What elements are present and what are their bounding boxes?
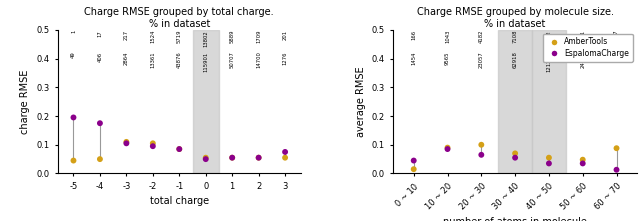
Point: [68, 116, 79, 119]
Title: Charge RMSE grouped by total charge.
% in dataset: Charge RMSE grouped by total charge. % i…: [84, 8, 274, 29]
Point: [476, 153, 486, 156]
Text: 121255: 121255: [547, 51, 552, 72]
Text: 0: 0: [614, 51, 619, 55]
Point: [408, 159, 419, 162]
Text: 13802: 13802: [204, 30, 208, 47]
Text: 1454: 1454: [412, 51, 416, 65]
Point: [68, 159, 79, 162]
Point: [121, 140, 131, 144]
Bar: [498, 30, 532, 173]
Point: [280, 156, 290, 160]
Y-axis label: average RMSE: average RMSE: [356, 66, 366, 137]
Text: 7108: 7108: [513, 30, 518, 43]
Text: 13361: 13361: [150, 51, 156, 68]
Point: [95, 122, 105, 125]
Point: [442, 147, 452, 151]
Text: 1043: 1043: [445, 30, 450, 43]
Point: [174, 147, 184, 151]
Point: [544, 162, 554, 165]
Bar: [193, 30, 219, 173]
Text: 4182: 4182: [479, 30, 484, 43]
Point: [200, 157, 211, 161]
Text: 43876: 43876: [177, 51, 182, 68]
Text: 1: 1: [71, 30, 76, 33]
Text: 5719: 5719: [177, 30, 182, 43]
Point: [408, 168, 419, 171]
Text: 37: 37: [614, 30, 619, 36]
X-axis label: number of atoms in molecule: number of atoms in molecule: [443, 217, 587, 221]
Text: 17: 17: [97, 30, 102, 37]
Point: [148, 141, 158, 145]
Point: [577, 162, 588, 165]
Text: 23057: 23057: [479, 51, 484, 68]
Point: [148, 145, 158, 148]
Point: [577, 158, 588, 162]
Point: [611, 147, 621, 150]
X-axis label: total charge: total charge: [150, 196, 209, 206]
Text: 1524: 1524: [150, 30, 156, 43]
Text: 1709: 1709: [256, 30, 261, 43]
Point: [200, 156, 211, 160]
Text: 49: 49: [71, 51, 76, 58]
Text: 201: 201: [283, 30, 287, 40]
Point: [510, 156, 520, 160]
Text: 166: 166: [412, 30, 416, 40]
Text: 406: 406: [97, 51, 102, 61]
Text: 5889: 5889: [230, 30, 235, 43]
Point: [253, 156, 264, 160]
Text: 24908: 24908: [580, 51, 585, 68]
Point: [442, 146, 452, 149]
Point: [510, 152, 520, 155]
Point: [280, 150, 290, 154]
Text: 1276: 1276: [283, 51, 287, 65]
Text: 3331: 3331: [580, 30, 585, 43]
Point: [227, 156, 237, 160]
Legend: AmberTools, EspalomaCharge: AmberTools, EspalomaCharge: [543, 34, 633, 62]
Text: 115901: 115901: [204, 51, 208, 72]
Point: [174, 147, 184, 151]
Point: [544, 156, 554, 160]
Text: 14700: 14700: [256, 51, 261, 68]
Point: [95, 157, 105, 161]
Point: [253, 156, 264, 160]
Text: 13212: 13212: [547, 30, 552, 47]
Text: 62918: 62918: [513, 51, 518, 68]
Point: [476, 143, 486, 147]
Title: Charge RMSE grouped by molecule size.
% in dataset: Charge RMSE grouped by molecule size. % …: [417, 8, 614, 29]
Text: 217: 217: [124, 30, 129, 40]
Point: [227, 156, 237, 160]
Bar: [532, 30, 566, 173]
Y-axis label: charge RMSE: charge RMSE: [20, 69, 31, 134]
Text: 50707: 50707: [230, 51, 235, 68]
Point: [611, 168, 621, 171]
Text: 9565: 9565: [445, 51, 450, 65]
Point: [121, 141, 131, 145]
Text: 2864: 2864: [124, 51, 129, 65]
